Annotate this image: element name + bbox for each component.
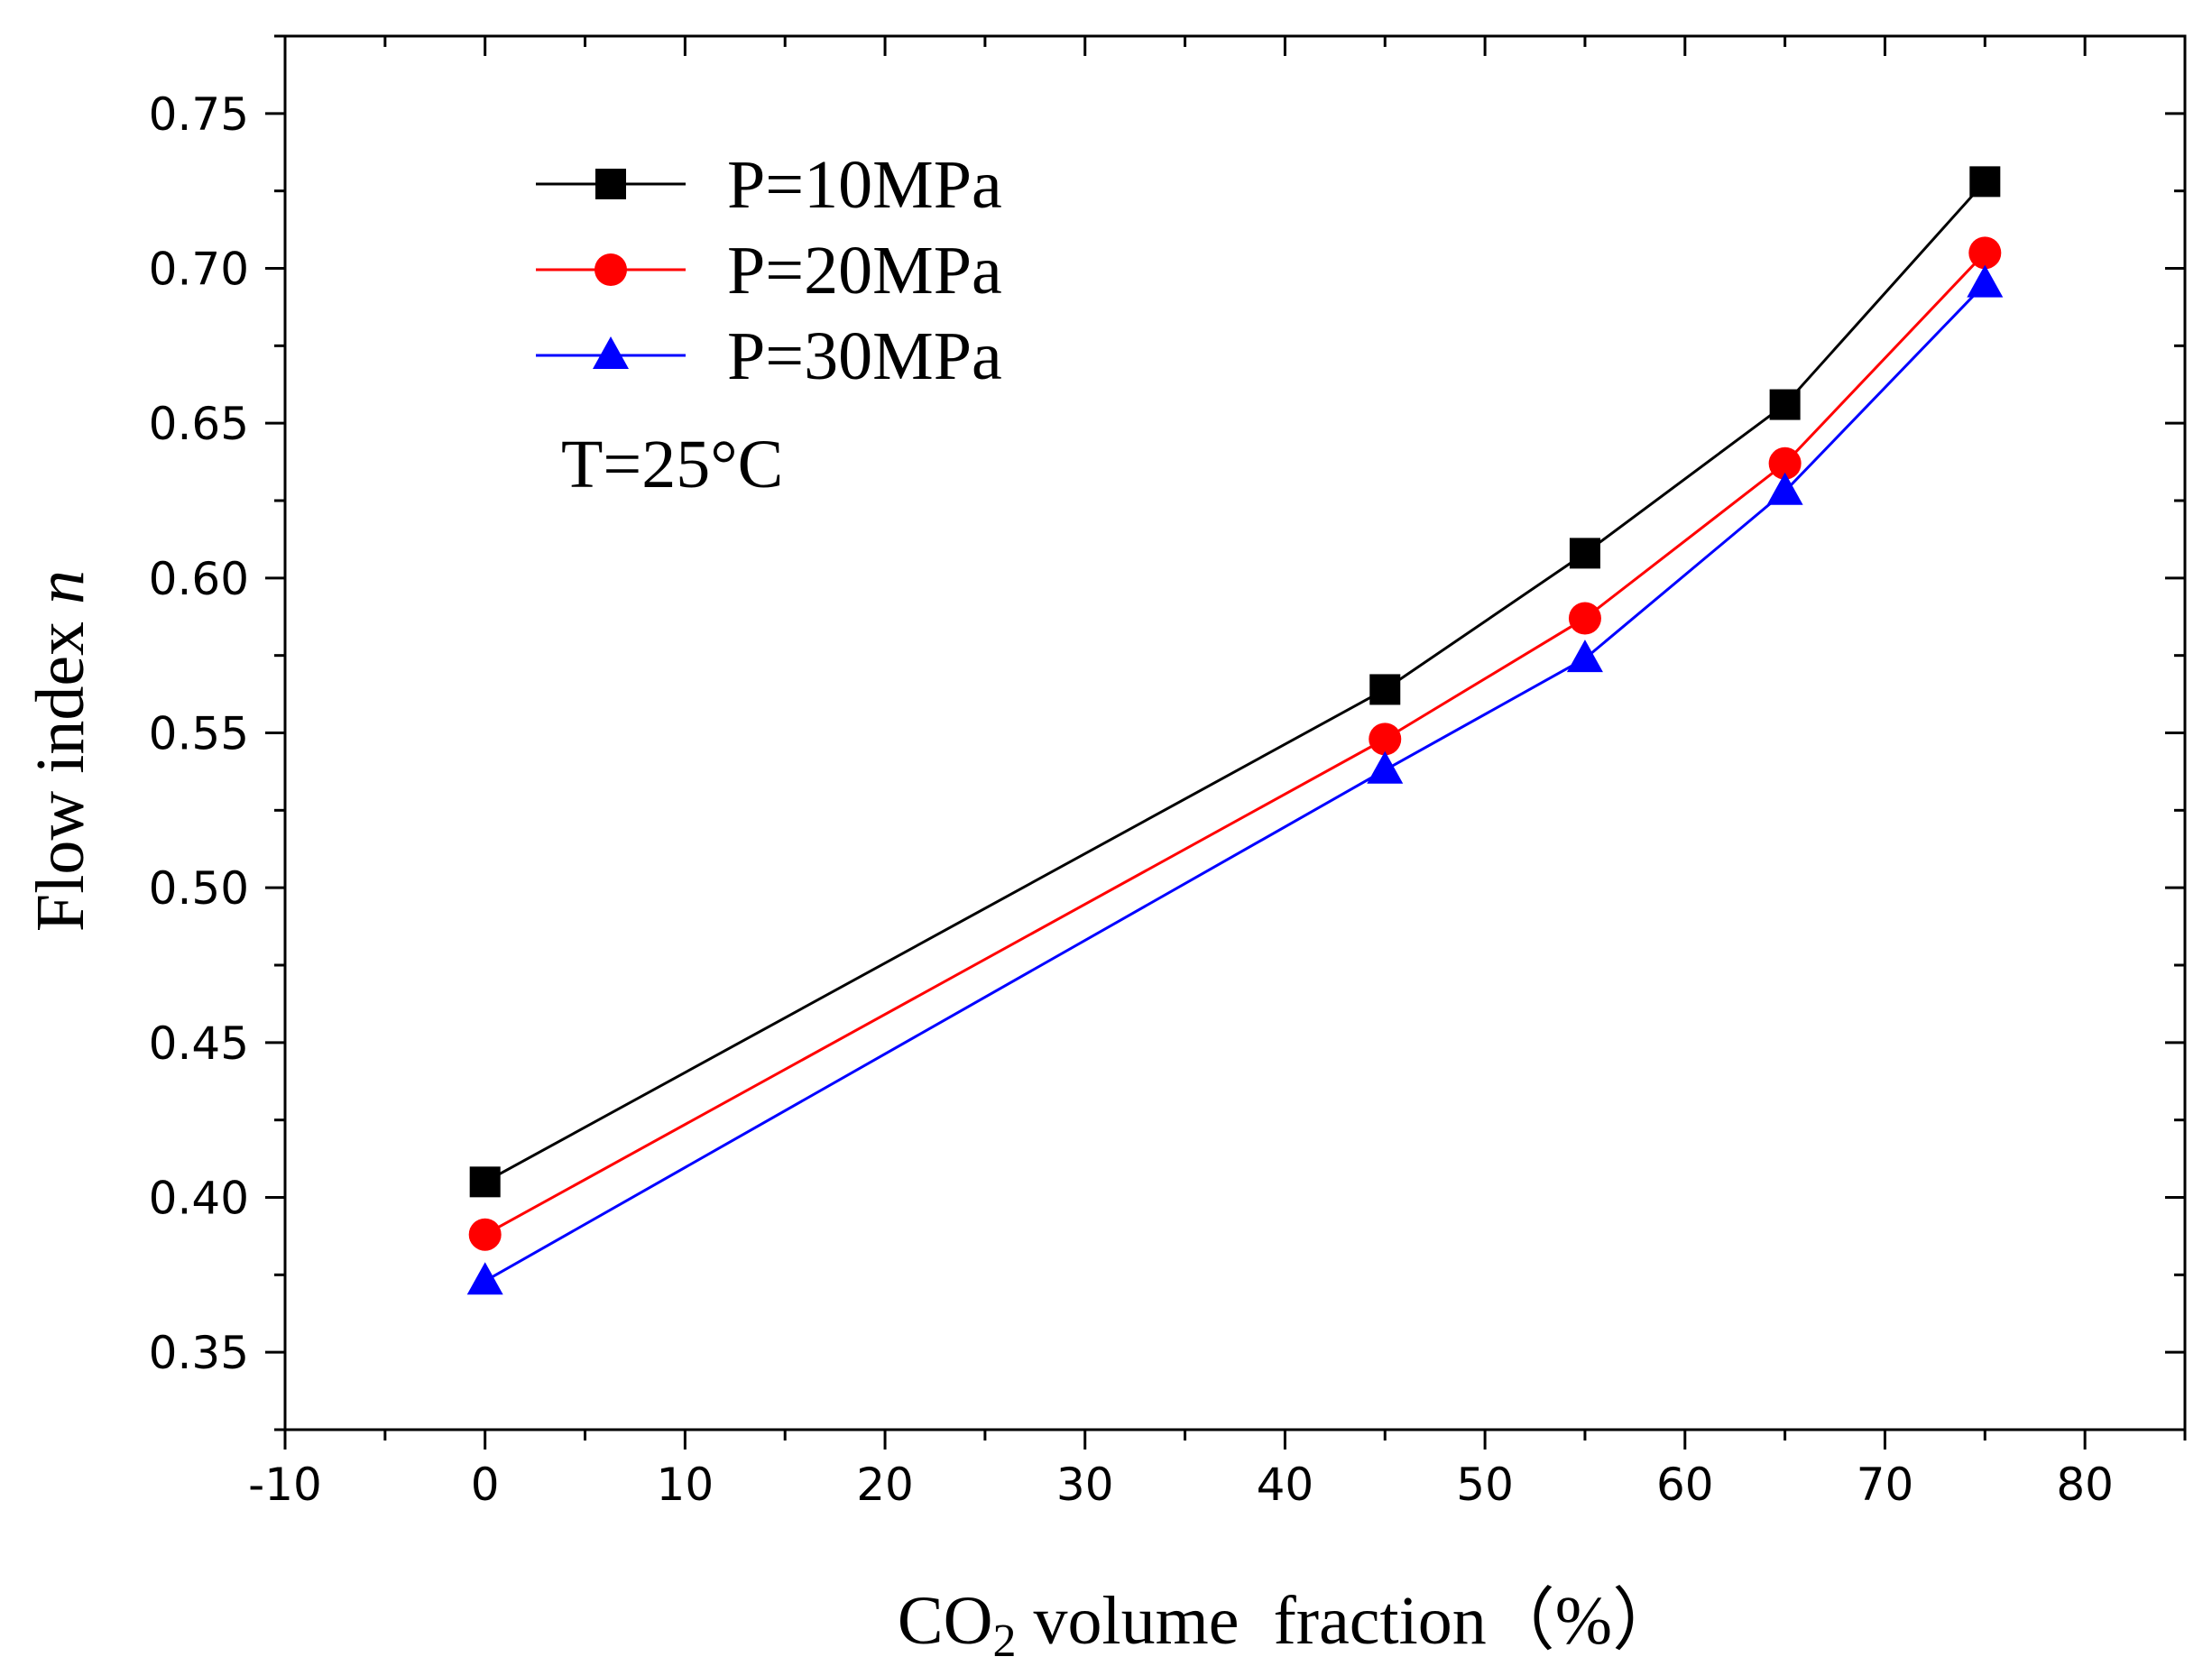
x-axis-title-prefix: CO bbox=[898, 1583, 993, 1659]
plot-frame bbox=[283, 34, 2187, 1431]
y-tick-label: 0.35 bbox=[149, 1327, 249, 1379]
data-point bbox=[1367, 750, 1404, 784]
x-axis-title-subscript: 2 bbox=[992, 1615, 1016, 1666]
legend: P=10MPa P=20MPa P=30MPa bbox=[536, 147, 1002, 394]
y-axis-title-text: Flow index bbox=[23, 604, 98, 932]
data-point bbox=[1569, 538, 1600, 569]
data-point bbox=[1968, 236, 2002, 270]
data-point bbox=[1967, 264, 2004, 298]
x-tick-label: 0 bbox=[471, 1459, 500, 1511]
x-tick-label: 20 bbox=[856, 1459, 914, 1511]
series-1 bbox=[469, 166, 2001, 1198]
data-point bbox=[1766, 472, 1803, 505]
y-tick-label: 0.45 bbox=[149, 1017, 249, 1070]
legend-marker bbox=[594, 253, 627, 286]
y-axis-title: Flow index n bbox=[23, 570, 98, 932]
data-point bbox=[1566, 640, 1603, 673]
data-point bbox=[1768, 446, 1802, 480]
series-line bbox=[484, 252, 1986, 1237]
series-layer bbox=[466, 166, 2004, 1295]
x-axis-title: CO2 volume fraction（%） bbox=[898, 1583, 1681, 1666]
x-tick-label: 60 bbox=[1656, 1459, 1714, 1511]
x-tick-label: -10 bbox=[248, 1459, 322, 1511]
y-axis-title-variable: n bbox=[23, 570, 98, 604]
data-point bbox=[468, 1218, 502, 1251]
data-point bbox=[1369, 674, 1401, 705]
data-point bbox=[1568, 602, 1601, 635]
legend-entry: P=20MPa bbox=[536, 233, 1002, 308]
y-tick-label: 0.40 bbox=[149, 1173, 249, 1225]
x-tick-label: 40 bbox=[1257, 1459, 1314, 1511]
legend-marker bbox=[593, 336, 629, 369]
annotation-layer: T=25°C bbox=[561, 427, 783, 502]
y-tick-label: 0.60 bbox=[149, 553, 249, 605]
x-axis-title-unit: （%） bbox=[1487, 1583, 1681, 1659]
data-point bbox=[469, 1166, 501, 1198]
x-axis-ticks bbox=[283, 36, 2187, 1450]
y-tick-label: 0.50 bbox=[149, 862, 249, 915]
legend-entry: P=10MPa bbox=[536, 147, 1002, 223]
x-tick-label: 10 bbox=[657, 1459, 714, 1511]
y-tick-label: 0.65 bbox=[149, 398, 249, 450]
x-tick-label: 70 bbox=[1857, 1459, 1914, 1511]
y-tick-label: 0.70 bbox=[149, 244, 249, 296]
y-axis-ticks bbox=[265, 34, 2185, 1431]
x-axis-tick-labels: -10 0 10 20 30 40 50 60 70 80 bbox=[248, 1459, 2114, 1511]
x-tick-label: 80 bbox=[2056, 1459, 2114, 1511]
y-axis-tick-labels: 0.35 0.40 0.45 0.50 0.55 0.60 0.65 0.70 0.75 bbox=[149, 88, 249, 1379]
data-point bbox=[1769, 389, 1801, 420]
y-tick-label: 0.55 bbox=[149, 708, 249, 760]
legend-entry: P=30MPa bbox=[536, 318, 1002, 394]
x-axis-title-suffix: volume fraction bbox=[1016, 1583, 1486, 1659]
data-point bbox=[1969, 166, 2001, 198]
series-line bbox=[484, 180, 1986, 1183]
temperature-annotation: T=25°C bbox=[561, 427, 783, 502]
y-tick-label: 0.75 bbox=[149, 88, 249, 141]
x-tick-label: 30 bbox=[1056, 1459, 1114, 1511]
legend-label: P=20MPa bbox=[727, 233, 1002, 308]
legend-label: P=10MPa bbox=[727, 147, 1002, 223]
data-point bbox=[466, 1262, 503, 1295]
data-point bbox=[1369, 723, 1402, 756]
legend-marker bbox=[595, 169, 626, 199]
legend-label: P=30MPa bbox=[727, 318, 1002, 394]
series-3 bbox=[466, 264, 2004, 1295]
x-tick-label: 50 bbox=[1456, 1459, 1514, 1511]
series-2 bbox=[468, 236, 2002, 1251]
